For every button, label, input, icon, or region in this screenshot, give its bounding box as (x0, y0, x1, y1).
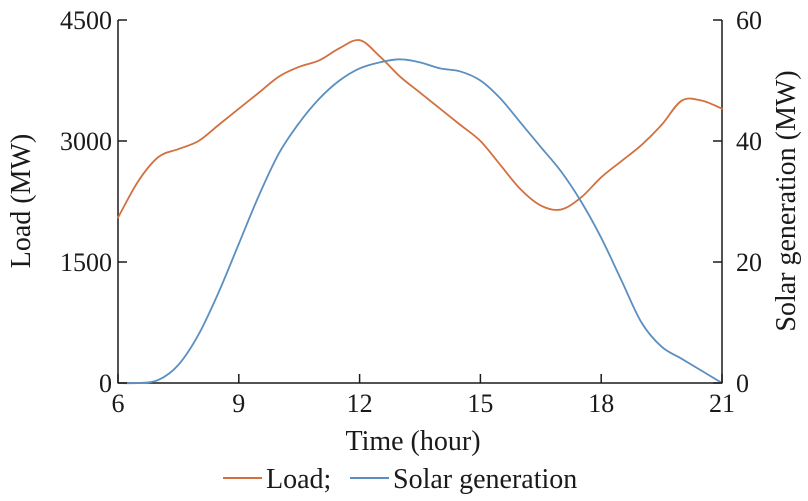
right-y-axis-title: Solar generation (MW) (771, 70, 802, 331)
left-y-axis-title: Load (MW) (6, 134, 37, 269)
right-y-tick-label: 0 (736, 369, 749, 398)
x-tick-label: 21 (709, 389, 735, 418)
x-tick-label: 12 (347, 389, 373, 418)
left-y-tick-label: 1500 (60, 248, 112, 277)
left-y-tick-label: 4500 (60, 6, 112, 35)
series-line-solar-generation (117, 58, 723, 385)
series-line-load (117, 39, 723, 219)
x-tick-label: 15 (467, 389, 493, 418)
legend-label-load: Load; (266, 464, 331, 495)
x-tick-label: 6 (112, 389, 125, 418)
axes (117, 20, 723, 384)
right-y-tick-label: 60 (736, 6, 762, 35)
legend: Load; Solar generation (223, 464, 577, 495)
x-tick-label: 9 (232, 389, 245, 418)
series-layer (117, 39, 723, 385)
left-y-tick-label: 3000 (60, 127, 112, 156)
x-tick-label: 18 (588, 389, 614, 418)
right-y-tick-label: 40 (736, 127, 762, 156)
left-y-tick-label: 0 (99, 369, 112, 398)
x-axis-title: Time (hour) (345, 426, 480, 457)
right-y-tick-label: 20 (736, 248, 762, 277)
legend-label-solar: Solar generation (393, 464, 577, 495)
